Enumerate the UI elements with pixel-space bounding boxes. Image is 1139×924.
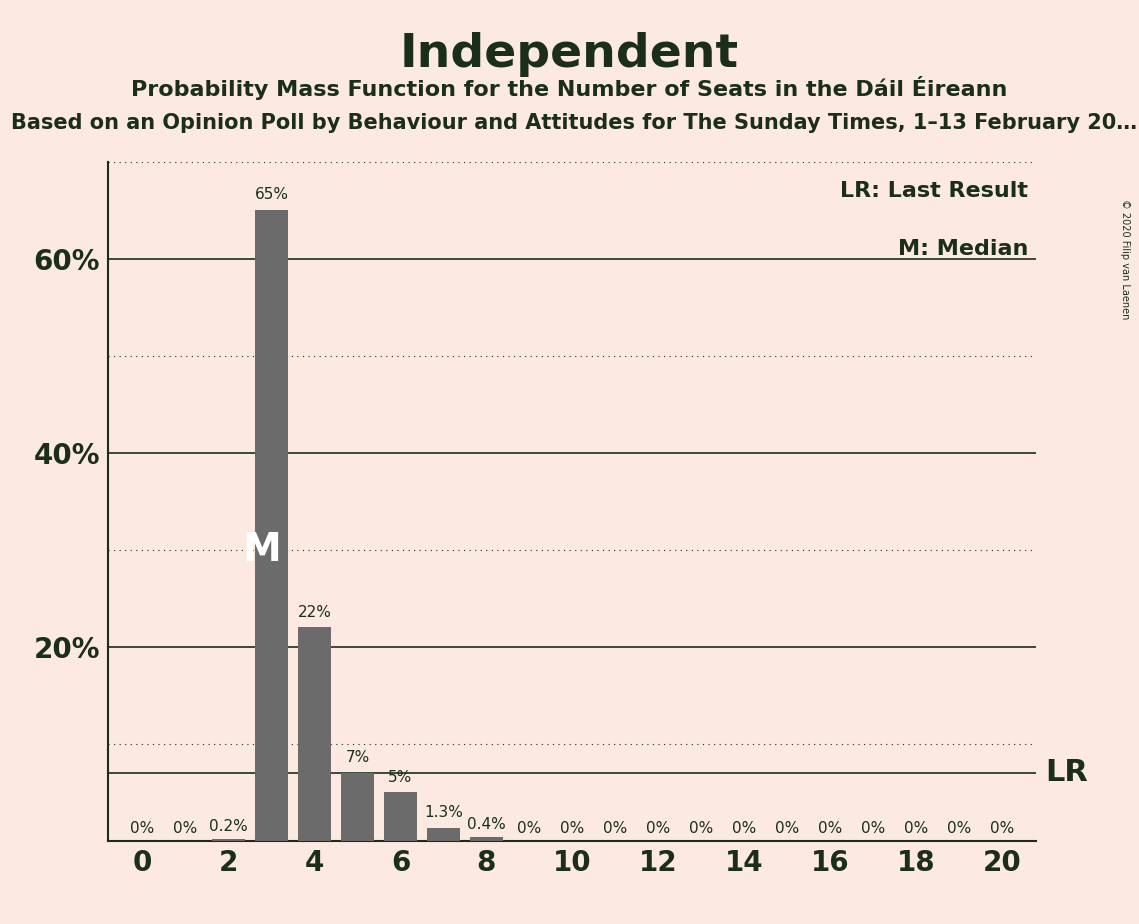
Text: 0%: 0%	[990, 821, 1014, 836]
Text: Probability Mass Function for the Number of Seats in the Dáil Éireann: Probability Mass Function for the Number…	[131, 76, 1008, 100]
Text: 0.4%: 0.4%	[467, 817, 506, 833]
Text: 7%: 7%	[345, 750, 369, 765]
Bar	[342, 772, 374, 841]
Text: LR: Last Result: LR: Last Result	[839, 181, 1027, 201]
Text: Independent: Independent	[400, 32, 739, 78]
Text: 0%: 0%	[131, 821, 155, 836]
Text: 0%: 0%	[689, 821, 713, 836]
Text: LR: LR	[1046, 759, 1088, 787]
Text: 22%: 22%	[297, 604, 331, 620]
Text: 0%: 0%	[947, 821, 972, 836]
Text: 0%: 0%	[173, 821, 198, 836]
Text: M: Median: M: Median	[898, 239, 1027, 260]
Text: 5%: 5%	[388, 770, 412, 784]
Text: 0%: 0%	[604, 821, 628, 836]
Text: 0%: 0%	[861, 821, 885, 836]
Text: © 2020 Filip van Laenen: © 2020 Filip van Laenen	[1121, 199, 1130, 319]
Text: 0%: 0%	[646, 821, 671, 836]
Text: M: M	[243, 530, 281, 569]
Text: 65%: 65%	[254, 188, 288, 202]
Text: 0%: 0%	[904, 821, 928, 836]
Text: 0%: 0%	[818, 821, 843, 836]
Bar	[255, 211, 288, 841]
Bar	[298, 627, 330, 841]
Bar	[384, 793, 417, 841]
Text: 0%: 0%	[732, 821, 756, 836]
Text: 0%: 0%	[517, 821, 541, 836]
Text: 1.3%: 1.3%	[424, 806, 462, 821]
Text: 0%: 0%	[776, 821, 800, 836]
Text: 0.2%: 0.2%	[210, 819, 248, 834]
Bar	[212, 839, 245, 841]
Bar	[427, 828, 459, 841]
Bar	[470, 837, 502, 841]
Text: 0%: 0%	[560, 821, 584, 836]
Text: Based on an Opinion Poll by Behaviour and Attitudes for The Sunday Times, 1–13 F: Based on an Opinion Poll by Behaviour an…	[11, 113, 1138, 133]
